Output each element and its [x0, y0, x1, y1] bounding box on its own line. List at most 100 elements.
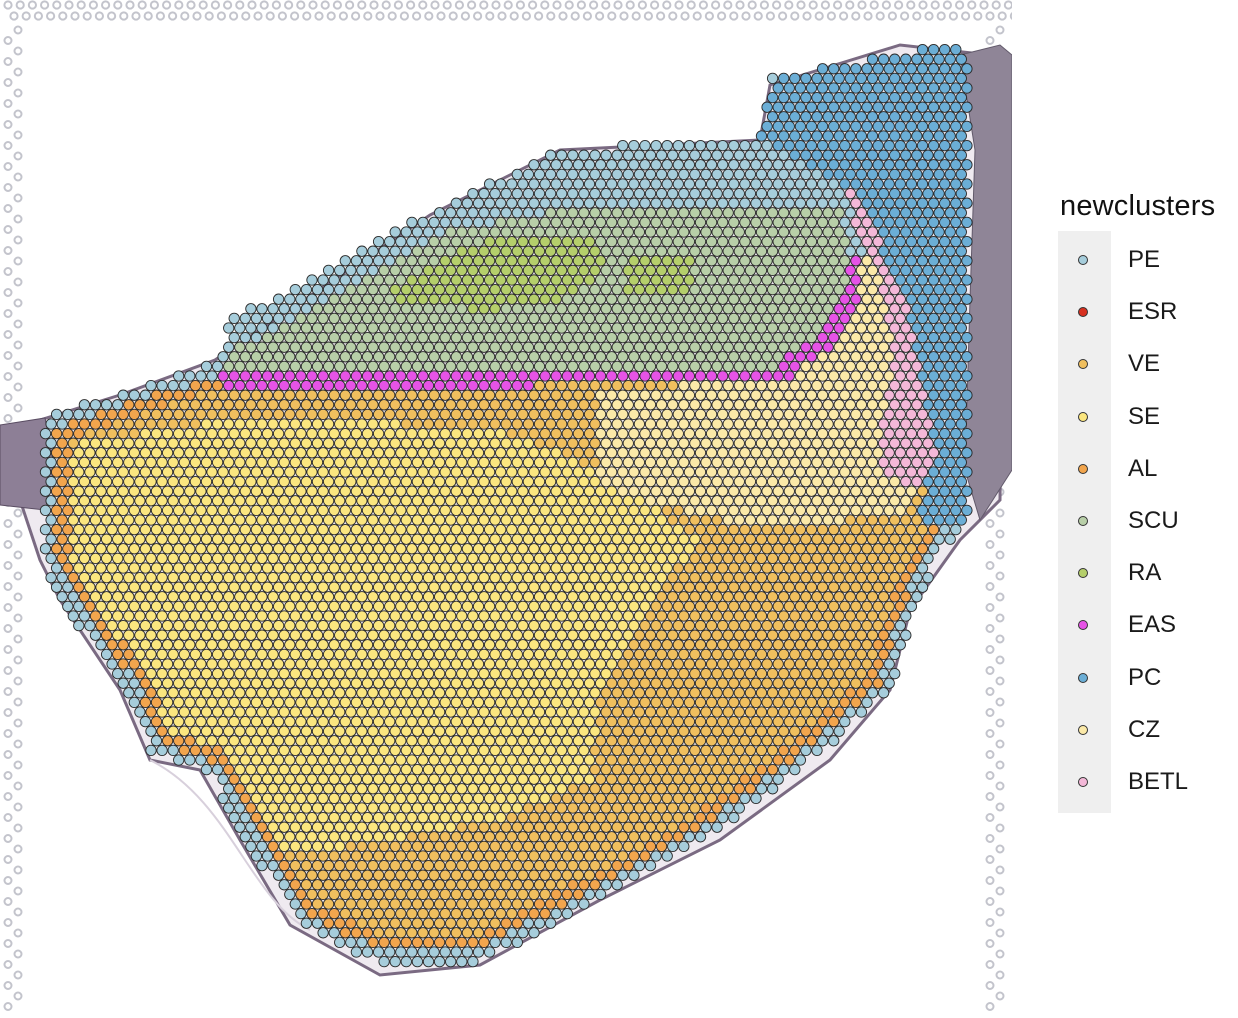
- spot-se: [239, 466, 251, 478]
- spot-se: [223, 629, 235, 641]
- spot-se: [350, 811, 363, 824]
- spot-ve: [772, 677, 784, 689]
- spot-se: [572, 658, 585, 670]
- spot-se: [456, 629, 468, 641]
- spot-se: [350, 504, 363, 517]
- spot-eas: [833, 322, 845, 334]
- spot-pc: [933, 283, 945, 296]
- spot-se: [428, 696, 440, 709]
- spot-al: [872, 658, 884, 670]
- spot-se: [611, 514, 623, 526]
- spot-se: [456, 495, 468, 507]
- spot-betl: [883, 312, 895, 325]
- spot-pc: [866, 168, 879, 181]
- spot-se: [161, 562, 174, 574]
- spot-se: [345, 725, 357, 737]
- spot-scu: [456, 322, 468, 334]
- spot-se: [478, 495, 490, 507]
- spot-ve: [678, 591, 690, 603]
- spot-eas: [495, 370, 507, 382]
- spot-se: [622, 552, 634, 565]
- spot-pc: [933, 475, 945, 488]
- spot-ve: [728, 715, 740, 728]
- spot-se: [483, 677, 496, 689]
- spot-se: [672, 523, 684, 536]
- spot-se: [517, 619, 529, 632]
- spot-scu: [533, 360, 546, 373]
- spot-al: [178, 744, 190, 757]
- spot-ve: [744, 706, 757, 718]
- spot-pe: [272, 312, 285, 325]
- spot-cz: [606, 447, 618, 459]
- spot-pe: [772, 159, 784, 171]
- spot-se: [339, 811, 351, 824]
- spot-se: [517, 466, 529, 478]
- spot-al: [911, 552, 923, 565]
- spot-pe: [628, 178, 640, 190]
- spot-se: [467, 687, 479, 699]
- spot-se: [628, 562, 640, 574]
- spot-scu: [495, 312, 507, 325]
- spot-se: [150, 447, 163, 459]
- spot-se: [539, 600, 551, 613]
- spot-pe: [50, 581, 63, 593]
- spot-eas: [739, 370, 751, 382]
- spot-pe: [611, 149, 623, 161]
- spot-se: [328, 735, 340, 747]
- spot-scu: [378, 341, 390, 353]
- spot-pc: [955, 168, 967, 181]
- spot-cz: [739, 408, 751, 421]
- spot-cz: [606, 427, 618, 440]
- spot-ve: [528, 427, 540, 440]
- spot-ve: [861, 543, 873, 555]
- spot-ve: [794, 619, 807, 632]
- spot-ra: [500, 245, 512, 257]
- spot-cz: [839, 485, 851, 497]
- spot-ve: [367, 399, 379, 411]
- spot-cz: [811, 399, 823, 411]
- spot-ve: [628, 754, 640, 766]
- spot-scu: [367, 360, 379, 373]
- spot-ve: [805, 562, 818, 574]
- spot-se: [406, 504, 418, 517]
- spot-se: [306, 811, 318, 824]
- spot-se: [206, 715, 218, 728]
- spot-ve: [850, 619, 862, 632]
- spot-ve: [667, 610, 679, 622]
- spot-se: [356, 571, 368, 584]
- spot-betl: [855, 207, 868, 219]
- spot-ve: [672, 619, 684, 632]
- spot-se: [417, 639, 429, 651]
- spot-se: [234, 763, 246, 776]
- spot-se: [489, 610, 501, 622]
- spot-scu: [728, 255, 740, 267]
- spot-ra: [517, 235, 529, 248]
- spot-se: [406, 792, 418, 805]
- spot-scu: [622, 245, 634, 257]
- spot-ve: [655, 725, 668, 737]
- spot-pe: [705, 139, 718, 152]
- spot-ve: [761, 619, 773, 632]
- spot-se: [206, 639, 218, 651]
- spot-ve: [633, 667, 646, 680]
- spot-se: [378, 418, 390, 430]
- spot-se: [500, 763, 512, 776]
- spot-se: [223, 552, 235, 565]
- spot-se: [150, 543, 163, 555]
- spot-cz: [755, 379, 768, 392]
- spot-se: [461, 504, 474, 517]
- spot-betl: [911, 456, 923, 469]
- spot-se: [572, 773, 585, 785]
- spot-ve: [495, 831, 507, 843]
- spot-se: [245, 667, 257, 680]
- spot-scu: [589, 283, 601, 296]
- spot-ve: [766, 706, 779, 718]
- spot-se: [489, 552, 501, 565]
- spot-ve: [816, 619, 829, 632]
- spot-al: [739, 773, 751, 785]
- spot-ve: [600, 821, 612, 833]
- spot-pc: [950, 504, 962, 517]
- spot-ve: [728, 543, 740, 555]
- spot-ve: [772, 696, 784, 709]
- spot-se: [123, 437, 135, 449]
